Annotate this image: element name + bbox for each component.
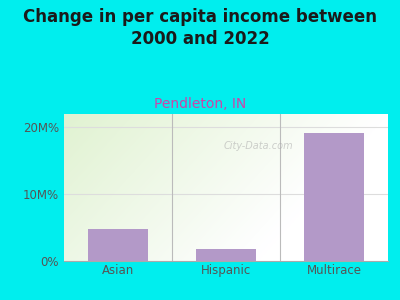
Bar [196,249,256,261]
Bar [88,229,148,261]
Text: Pendleton, IN: Pendleton, IN [154,98,246,112]
Bar [304,133,364,261]
Text: City-Data.com: City-Data.com [224,141,293,151]
Text: Change in per capita income between
2000 and 2022: Change in per capita income between 2000… [23,8,377,48]
